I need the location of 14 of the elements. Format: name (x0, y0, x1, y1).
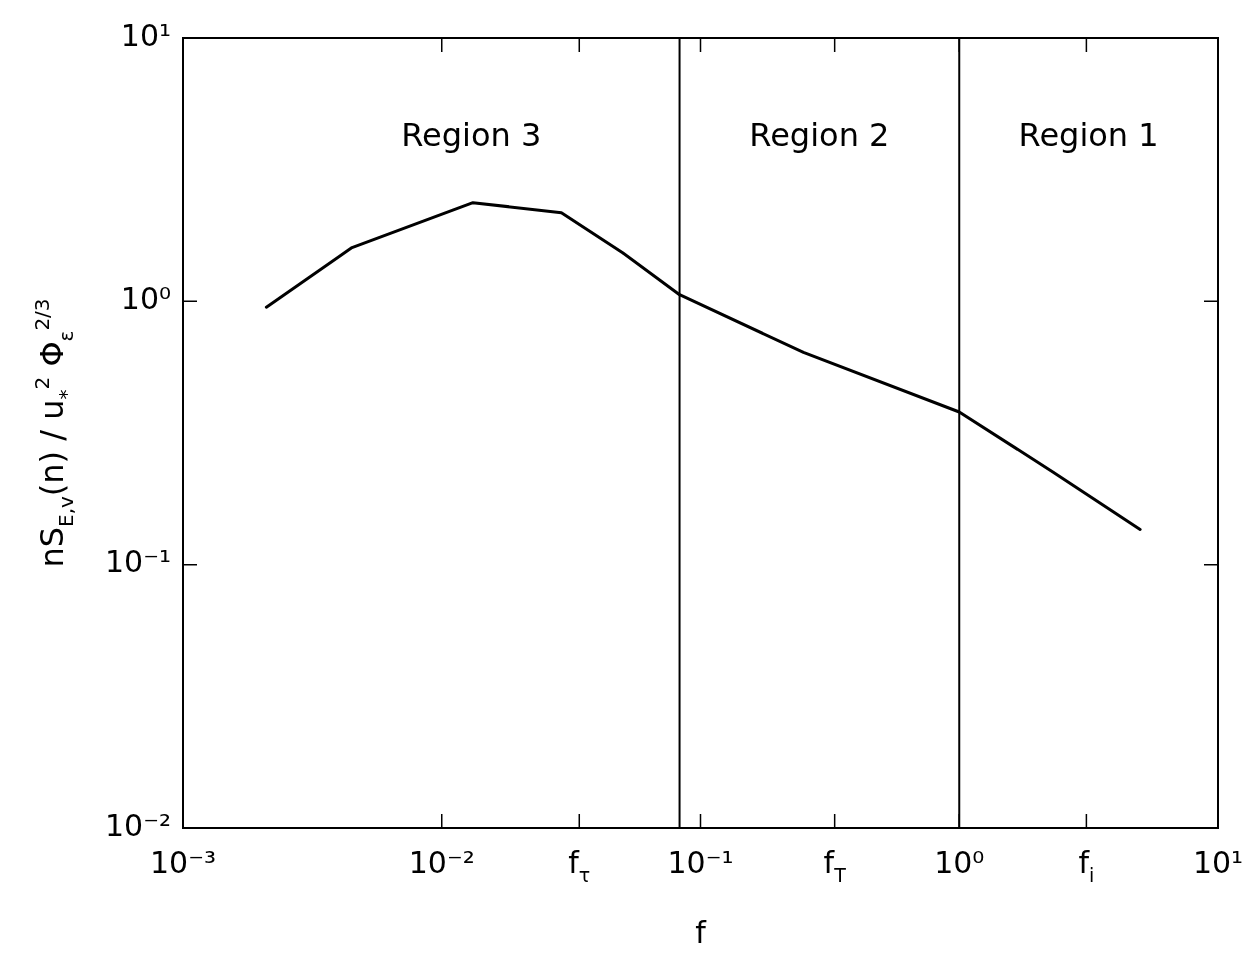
y-tick-label: 10⁻¹ (104, 544, 171, 580)
x-tick-label: 10⁻² (408, 845, 475, 880)
x-tick-label: 10⁻¹ (667, 845, 734, 880)
x-tick-label: 10⁰ (934, 845, 985, 880)
y-tick-label: 10⁰ (120, 281, 171, 317)
y-axis-title: nSE,v(n) / u*2 Φε2/3 (29, 298, 78, 568)
annotation: Region 1 (1018, 116, 1159, 154)
x-tick-label: 10⁻³ (149, 845, 217, 880)
x-axis-title: f (695, 915, 708, 950)
annotation: Region 3 (401, 116, 542, 154)
y-tick-label: 10¹ (120, 17, 171, 53)
y-tick-label: 10⁻² (104, 807, 171, 843)
x-tick-label: 10¹ (1192, 845, 1244, 880)
annotation: Region 2 (749, 116, 890, 154)
